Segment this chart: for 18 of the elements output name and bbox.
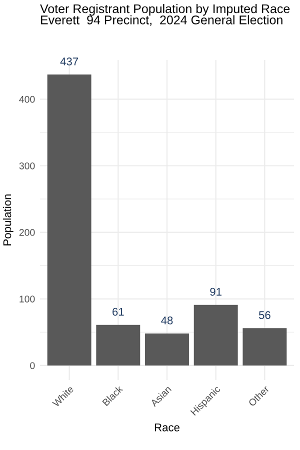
data-label: 48	[161, 316, 173, 324]
bar	[194, 304, 238, 366]
y-tick-label: 0	[30, 362, 35, 370]
x-axis-title: Race	[154, 424, 180, 432]
y-tick-label: 300	[19, 162, 35, 170]
y-tick-label: 400	[19, 96, 35, 103]
bar	[242, 328, 287, 366]
y-axis-title: Population	[3, 194, 14, 246]
data-label: 91	[210, 288, 222, 296]
bar	[145, 334, 189, 366]
y-tick-label: 200	[19, 229, 35, 236]
bar	[47, 74, 92, 366]
chart-title: Voter Registrant Population by Imputed Race Everett 94 Precinct, 2024 General Election	[40, 4, 290, 26]
bar	[96, 324, 140, 366]
y-tick-label: 100	[20, 296, 35, 303]
data-label: 56	[258, 311, 270, 320]
data-label: 437	[60, 58, 78, 66]
data-label: 61	[112, 308, 124, 316]
